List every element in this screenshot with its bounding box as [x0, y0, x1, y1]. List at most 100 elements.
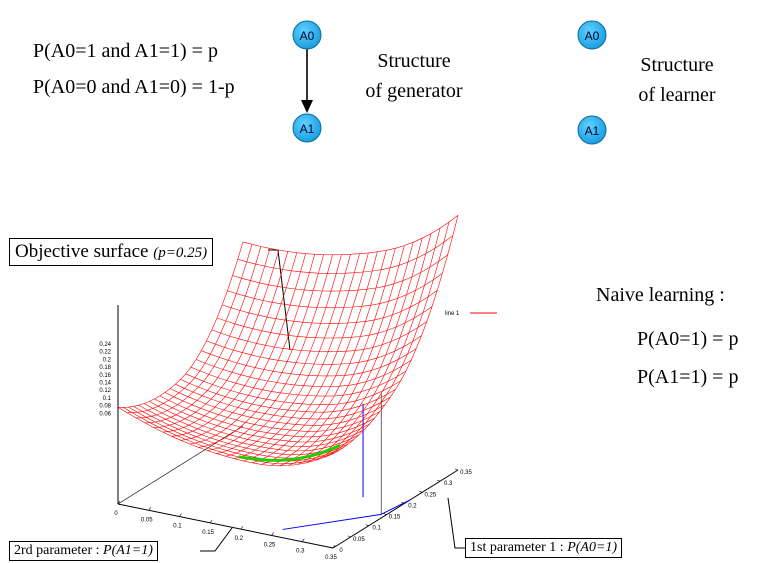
surface-mesh-v-line — [123, 407, 339, 465]
surface-mesh-v-line — [232, 254, 448, 292]
learner-node-a1: A1 — [577, 115, 607, 145]
a0-tick-label: 0 — [339, 548, 343, 554]
surface-mesh-v-line — [169, 388, 386, 426]
a0-tick-label: 0.35 — [460, 470, 472, 476]
a0-tick-label: 0.25 — [424, 492, 436, 498]
generator-node-a0: A0 — [292, 20, 322, 50]
generator-node-a1: A1 — [292, 113, 322, 143]
a0-tick-mark — [454, 468, 459, 471]
z-tick-label: 0.16 — [99, 373, 111, 379]
naive-learning-title: Naive learning : — [596, 284, 725, 306]
z-tick-label: 0.2 — [103, 357, 112, 363]
generator-node-a0-text: A0 — [300, 29, 315, 43]
surface-mesh-v-line — [227, 273, 443, 309]
a0-tick-label: 0.3 — [444, 481, 453, 487]
frame-min-line-a — [282, 513, 382, 530]
param2-leader-line — [200, 527, 233, 552]
frame-right-edge — [332, 469, 459, 549]
z-tick-label: 0.18 — [99, 365, 111, 371]
a1-tick-mark — [209, 519, 213, 524]
surface-mesh-u-line — [314, 228, 441, 461]
learner-label-line2: of learner — [638, 84, 716, 106]
a0-tick-mark — [401, 502, 405, 504]
first-parameter-label: 1st parameter 1 : P(A0=1) — [465, 538, 623, 558]
a1-tick-mark — [271, 532, 274, 536]
objective-surface-label: Objective surface (p=0.25) — [9, 238, 214, 266]
learner-node-a0: A0 — [577, 20, 607, 50]
a1-tick-mark — [148, 507, 151, 511]
surface-mesh-v-line — [216, 306, 433, 339]
a0-tick-mark — [365, 524, 369, 526]
learner-label-line1: Structure — [640, 54, 714, 76]
surface-mesh-u-line — [162, 251, 289, 433]
learner-node-a0-text: A0 — [585, 29, 600, 43]
surface-mesh-v-line — [164, 392, 381, 432]
z-tick-label: 0.24 — [99, 342, 111, 348]
a1-tick-mark — [302, 538, 305, 542]
a1-tick-label: 0.15 — [202, 530, 214, 536]
surface-mesh-v-line — [195, 359, 412, 387]
surface-mesh-v-line — [206, 335, 422, 365]
surface-mesh-v-line — [149, 401, 365, 448]
surface-mesh-u-line — [288, 242, 414, 466]
surface-mesh-u-line — [127, 244, 253, 413]
surface-mesh-u-line — [261, 250, 387, 465]
a0-tick-mark — [347, 535, 351, 538]
param1-leader-line — [447, 497, 465, 549]
learner-node-a1-text: A1 — [585, 124, 600, 138]
a0-tick-label: 0.1 — [373, 526, 382, 532]
a1-tick-label: 0.1 — [173, 524, 182, 530]
objective-surface-text: Objective surface — [15, 241, 149, 262]
a0-tick-label: 0.2 — [408, 503, 417, 509]
surface-mesh-v-line — [154, 398, 370, 443]
surface-mesh-u-line — [135, 246, 262, 419]
first-parameter-prefix: 1st parameter 1 : — [470, 540, 568, 555]
a1-tick-label: 0.05 — [141, 517, 153, 523]
a0-tick-mark — [329, 546, 334, 549]
z-tick-label: 0.14 — [99, 381, 111, 387]
a0-tick-label: 0.05 — [353, 537, 365, 543]
a1-tick-mark — [332, 544, 336, 549]
surface-mesh-v-line — [211, 321, 427, 353]
z-tick-label: 0.08 — [99, 404, 111, 410]
z-tick-label: 0.06 — [99, 411, 111, 417]
surface-mesh-v-line — [242, 215, 459, 256]
surface-mesh-v-line — [159, 395, 375, 438]
a1-tick-mark — [117, 500, 121, 505]
a0-tick-mark — [383, 513, 387, 515]
first-parameter-var: P(A0=1) — [567, 540, 618, 555]
surface-mesh-v-line — [237, 235, 453, 274]
second-parameter-prefix: 2rd parameter : — [14, 543, 104, 558]
second-parameter-label: 2rd parameter : P(A1=1) — [9, 541, 158, 561]
surface-mesh-u-line — [180, 253, 306, 441]
z-tick-label: 0.12 — [99, 388, 111, 394]
a1-tick-label: 0.3 — [296, 549, 305, 555]
a1-tick-label: 0 — [114, 511, 118, 517]
generator-label-line2: of generator — [365, 80, 463, 102]
surface-mesh-v-line — [222, 290, 438, 324]
a1-tick-label: 0.25 — [264, 542, 276, 548]
generator-label-line1: Structure — [377, 50, 451, 72]
surface-mesh-u-line — [216, 254, 342, 454]
a1-tick-mark — [179, 513, 182, 517]
a0-tick-mark — [437, 479, 441, 482]
a1-tick-label: 0.2 — [235, 536, 244, 542]
surface-mesh-v-line — [180, 379, 396, 413]
a0-tick-label: 0.15 — [389, 515, 401, 521]
surface-mesh-v-line — [117, 406, 334, 467]
objective-surface-param: (p=0.25) — [153, 245, 208, 261]
surface-mesh-v-line — [201, 348, 417, 377]
surface-mesh-v-line — [128, 406, 344, 462]
z-tick-label: 0.22 — [99, 350, 111, 356]
naive-equation-2: P(A1=1) = p — [637, 366, 739, 388]
structure-graphs: A0 A1 A0 A1 — [292, 20, 607, 145]
frame-min-line-b — [380, 499, 411, 515]
frame-left-edge — [117, 425, 244, 505]
second-parameter-var: P(A1=1) — [103, 543, 153, 558]
generator-arrowhead — [301, 100, 313, 113]
surface-mesh-v-line — [143, 403, 360, 452]
a0-tick-mark — [419, 491, 423, 493]
naive-equation-1: P(A0=1) = p — [637, 328, 739, 350]
a1-tick-mark — [240, 525, 244, 530]
